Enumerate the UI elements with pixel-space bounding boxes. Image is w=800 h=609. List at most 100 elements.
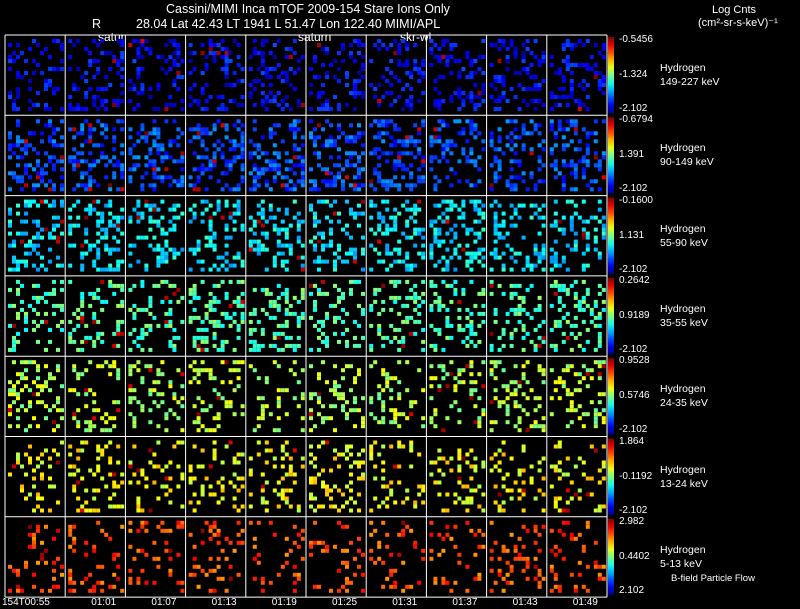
colorbar	[608, 277, 614, 355]
colorbar-min-label: -2.102	[619, 504, 648, 516]
image-panel	[68, 520, 125, 593]
species-label: Hydrogen	[660, 142, 706, 155]
image-panel	[188, 39, 245, 111]
colorbar-max-label: 2.982	[619, 515, 645, 527]
footer-note: B-field Particle Flow	[671, 573, 755, 584]
time-tick-label: 01:25	[332, 597, 358, 608]
colorbar-max-label: -0.1600	[619, 194, 653, 206]
species-label: Hydrogen	[660, 62, 706, 74]
image-panel	[8, 440, 64, 513]
image-panel	[429, 39, 486, 111]
units-title: Log Cnts	[712, 4, 757, 16]
energy-label: 90-149 keV	[660, 156, 714, 169]
image-panel	[309, 360, 365, 433]
image-panel	[248, 440, 305, 513]
position-line: 28.04 Lat 42.43 LT 1941 L 51.47 Lon 122.…	[136, 17, 441, 31]
colorbar	[608, 438, 614, 515]
image-panel	[188, 520, 245, 593]
image-panel	[248, 360, 305, 433]
image-panel	[549, 440, 606, 513]
plot-title: Cassini/MIMI Inca mTOF 2009-154 Stare Io…	[166, 2, 450, 16]
colorbar-min-label: 2.102	[619, 584, 645, 596]
image-panel	[8, 524, 64, 593]
time-tick-label: 01:07	[151, 597, 177, 608]
image-panel	[8, 199, 64, 272]
image-panel	[309, 199, 365, 272]
image-panel	[188, 440, 245, 513]
energy-label: 13-24 keV	[660, 477, 708, 490]
image-panel	[128, 199, 185, 272]
colorbar-mid-label: -0.1192	[619, 470, 653, 482]
colorbar-max-label: 0.2642	[619, 274, 650, 286]
colorbar	[608, 197, 614, 274]
image-panel	[68, 39, 125, 111]
image-panel	[8, 279, 64, 352]
colorbar-mid-label: 1.131	[619, 229, 645, 241]
image-panel	[68, 440, 125, 513]
image-panel	[549, 279, 606, 352]
image-panel	[369, 199, 426, 272]
image-panel	[549, 119, 606, 192]
image-panel	[68, 119, 125, 192]
colorbar-mid-label: -1.324	[619, 69, 648, 80]
image-panel	[369, 520, 426, 593]
colorbar-mid-label: 0.9189	[619, 309, 650, 321]
image-panel	[128, 360, 185, 433]
image-panel	[429, 119, 486, 192]
image-panel	[8, 119, 64, 192]
image-panel	[489, 39, 546, 111]
image-panel	[429, 199, 486, 272]
image-panel	[309, 440, 365, 513]
image-panel	[549, 39, 606, 111]
image-panel	[369, 440, 426, 513]
image-panel	[489, 119, 546, 192]
image-panel	[369, 39, 426, 111]
image-panel	[188, 279, 245, 352]
image-panel	[248, 283, 305, 352]
panel-grid-lines	[4, 34, 608, 598]
colorbar	[608, 358, 614, 435]
image-panel	[309, 520, 365, 593]
image-panel	[309, 279, 365, 352]
time-tick-label: 154T00:55	[2, 597, 50, 608]
r-label: R	[92, 17, 102, 31]
image-panel	[128, 39, 185, 111]
energy-label: 5-13 keV	[660, 557, 703, 570]
species-label: Hydrogen	[660, 222, 706, 235]
colorbar-max-label: -0.5456	[619, 34, 653, 45]
image-panel	[188, 360, 245, 433]
image-panel	[549, 520, 606, 593]
image-panel	[369, 119, 426, 192]
units-label: (cm²-sr-s-keV)⁻¹	[698, 17, 778, 29]
image-panel	[248, 39, 305, 111]
time-tick-label: 01:43	[512, 597, 538, 608]
image-panel	[489, 199, 546, 272]
colorbar-min-label: -2.102	[619, 103, 648, 114]
image-panel	[489, 360, 546, 433]
colorbar-max-label: 1.864	[619, 435, 645, 447]
image-panel	[489, 440, 546, 513]
image-panel	[369, 360, 426, 429]
species-label: Hydrogen	[660, 302, 706, 315]
colorbar-min-label: -2.102	[619, 263, 648, 275]
image-panel	[128, 440, 185, 513]
colorbar-min-label: -2.102	[619, 183, 648, 195]
image-panel	[309, 119, 365, 192]
colorbar-max-label: 0.9528	[619, 355, 650, 367]
time-tick-label: 01:19	[271, 597, 297, 608]
image-panel	[489, 279, 546, 352]
image-panel	[128, 279, 185, 352]
colorbar-mid-label: 0.4402	[619, 550, 650, 562]
image-panel	[128, 520, 185, 593]
colorbar	[608, 117, 614, 194]
colorbar	[608, 518, 614, 596]
image-panel	[429, 279, 486, 352]
image-panel	[8, 39, 64, 111]
image-panel	[369, 279, 426, 352]
colorbar-mid-label: 0.5746	[619, 390, 650, 402]
energy-label: 24-35 keV	[660, 397, 708, 410]
time-tick-label: 01:49	[572, 597, 598, 608]
colorbar	[608, 37, 614, 114]
image-panel	[248, 199, 305, 272]
